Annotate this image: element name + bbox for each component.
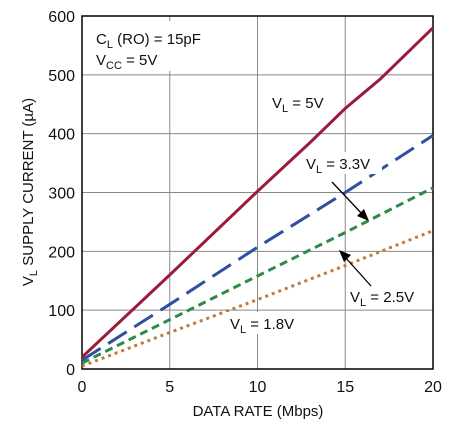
series-line-5V: [80, 26, 435, 359]
label-bg-3v3: [302, 152, 382, 174]
plot-border: [81, 15, 434, 370]
x-tick-label-1: 5: [165, 379, 174, 396]
y-tick-label-2: 200: [48, 244, 75, 261]
series-label-5v: VL = 5V: [272, 95, 324, 115]
series-line-2v5V: [81, 186, 434, 365]
series-label-1v8: VL = 1.8V: [230, 316, 294, 336]
plot-frame: [81, 15, 434, 370]
series-label-3v3: VL = 3.3V: [306, 156, 370, 176]
conditions-background: [90, 21, 212, 71]
label-bg-5v: [268, 91, 330, 113]
conditions-box: CL (RO) = 15pF VCC = 5V: [90, 21, 212, 72]
label-bg-1v8: [226, 312, 306, 334]
arrow-3v3-head: [357, 209, 369, 221]
y-tick-label-1: 100: [48, 303, 75, 320]
arrow-2v5-head: [339, 250, 351, 262]
condition-load-cap: CL (RO) = 15pF: [96, 31, 201, 51]
series-labels: VL = 5V VL = 3.3V VL = 2.5V VL = 1.8V: [226, 91, 426, 336]
y-tick-label-0: 0: [66, 362, 75, 379]
x-tick-label-3: 15: [336, 379, 354, 396]
arrow-2v5-shaft: [344, 256, 372, 287]
x-tick-label-2: 10: [249, 379, 267, 396]
series-label-2v5: VL = 2.5V: [350, 289, 414, 309]
y-tick-label-5: 500: [48, 68, 75, 85]
y-tick-label-6: 600: [48, 9, 75, 26]
x-tick-label-4: 20: [424, 379, 442, 396]
y-axis-label: VL SUPPLY CURRENT (µA): [20, 98, 40, 286]
y-tick-label-3: 300: [48, 186, 75, 203]
x-tick-label-0: 0: [78, 379, 87, 396]
arrow-3v3-shaft: [331, 181, 364, 216]
label-bg-2v5: [346, 285, 426, 307]
x-axis-label: DATA RATE (Mbps): [193, 403, 324, 420]
y-tick-label-4: 400: [48, 127, 75, 144]
callout-arrows: [331, 181, 372, 287]
condition-vcc: VCC = 5V: [96, 52, 157, 72]
